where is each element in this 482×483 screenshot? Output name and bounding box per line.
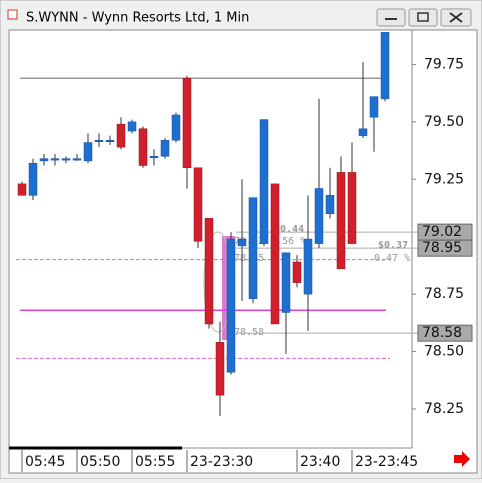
candle-body xyxy=(292,261,302,283)
candle-body xyxy=(138,128,148,166)
chart-area xyxy=(8,29,478,474)
price-tag-label: 78.58 xyxy=(422,325,462,341)
candle-body xyxy=(380,32,390,100)
annotation: 79.02 0.56 % xyxy=(234,236,306,247)
candle-body xyxy=(369,96,379,118)
x-tick-label: 23:40 xyxy=(300,454,340,470)
candle-body xyxy=(314,188,324,244)
candle-body xyxy=(193,167,203,242)
price-tag-label: 79.02 xyxy=(422,224,462,240)
candle-body xyxy=(17,183,27,196)
window-title: S.WYNN - Wynn Resorts Ltd, 1 Min xyxy=(26,11,249,26)
x-tick-label: 05:55 xyxy=(135,454,175,470)
minimize-button[interactable] xyxy=(376,8,406,27)
x-tick-label: 05:45 xyxy=(25,454,65,470)
plot: 78.25 78.50 78.75 79.25 79.50 79.75 79.0278.95… xyxy=(16,32,473,472)
candle-body xyxy=(226,238,236,373)
candle-body xyxy=(160,139,170,157)
candle-body xyxy=(105,139,115,142)
candle-body xyxy=(50,158,60,161)
price-tag xyxy=(417,324,473,342)
app-icon xyxy=(7,9,18,20)
candle-body xyxy=(303,238,313,295)
annotation: $0.44 xyxy=(274,224,304,235)
candle-body xyxy=(270,183,280,325)
annotation: 78.58 xyxy=(234,327,264,338)
x-tick-label: 23-23:30 xyxy=(190,454,253,470)
candle-body xyxy=(237,238,247,247)
annotation: $0.37 xyxy=(378,240,408,251)
maximize-button[interactable] xyxy=(408,8,438,27)
y-tick-label: 78.50 xyxy=(424,344,464,360)
x-tick-label: 23-23:45 xyxy=(355,454,418,470)
y-tick-label: 79.50 xyxy=(424,114,464,130)
annotation: 0.47 % xyxy=(374,253,410,264)
price-tag xyxy=(417,239,473,257)
y-tick-label: 78.25 xyxy=(424,401,464,417)
y-tick-label: 79.75 xyxy=(424,56,464,72)
candle-body xyxy=(358,128,368,136)
y-tick-label: 78.75 xyxy=(424,286,464,302)
candle-body xyxy=(72,158,82,161)
candle-body xyxy=(325,195,335,214)
y-tick-label: 79.25 xyxy=(424,171,464,187)
window-buttons[interactable] xyxy=(376,8,472,27)
candle-body xyxy=(61,158,71,161)
price-tag-label: 78.95 xyxy=(422,240,462,256)
candle-body xyxy=(83,142,93,162)
candle-body xyxy=(39,158,49,162)
candle-body xyxy=(127,121,137,132)
x-tick-label: 05:50 xyxy=(80,454,120,470)
candle-body xyxy=(248,197,258,299)
candle-body xyxy=(336,172,346,270)
close-icon xyxy=(449,12,463,23)
scroll-arrow[interactable] xyxy=(454,451,470,467)
candle-body xyxy=(94,139,104,142)
candle-body xyxy=(204,218,214,325)
candle-body xyxy=(171,114,181,141)
candle-body xyxy=(281,252,291,313)
maximize-icon xyxy=(417,12,429,22)
candle-body xyxy=(28,162,38,196)
candle-body xyxy=(182,77,192,169)
candle-body xyxy=(347,172,357,244)
candle-body xyxy=(215,342,225,396)
candle-body xyxy=(149,156,159,159)
candle-body xyxy=(116,123,126,148)
candle-body xyxy=(259,119,269,244)
